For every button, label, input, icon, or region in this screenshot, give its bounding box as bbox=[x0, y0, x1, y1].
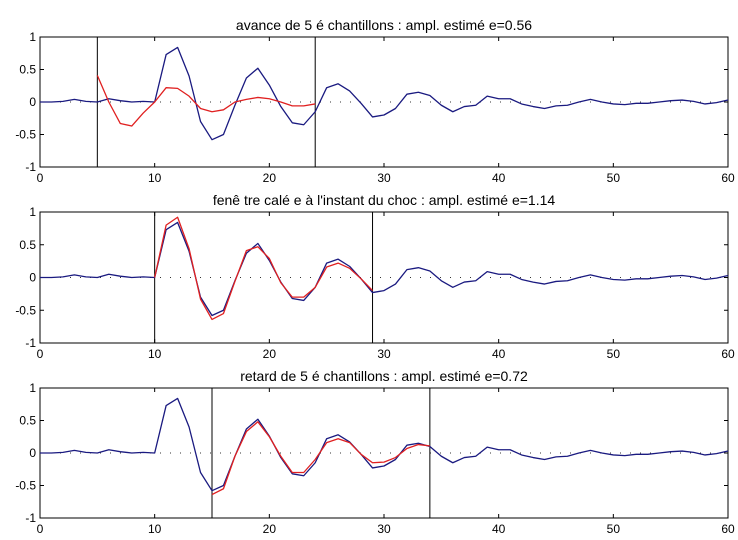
subplot-3: 0 10 20 30 40 50 60 -1 -0.5 0 0.5 1 retard de 5 é ch… bbox=[15, 368, 735, 536]
y-tick-label: 0.5 bbox=[19, 63, 36, 77]
x-tick-label: 20 bbox=[263, 522, 277, 536]
x-tick-label: 40 bbox=[492, 347, 506, 361]
estimate-line bbox=[211, 421, 430, 496]
subplot-title: fenê tre calé e à l'instant du choc : am… bbox=[213, 192, 556, 208]
x-tick-label: 40 bbox=[492, 522, 506, 536]
x-tick-label: 60 bbox=[721, 347, 735, 361]
estimate-line bbox=[96, 75, 316, 127]
y-tick-label: -1 bbox=[25, 336, 36, 350]
subplot-1: 0 10 20 30 40 50 60 -1 -0.5 0 0.5 1 avance de 5 é ch… bbox=[15, 17, 735, 185]
x-tick-label: 20 bbox=[263, 171, 277, 185]
x-tick-label: 50 bbox=[607, 171, 621, 185]
y-tick-label: -0.5 bbox=[15, 128, 36, 142]
y-tick-label: 1 bbox=[29, 381, 36, 395]
x-tick-label: 60 bbox=[721, 522, 735, 536]
x-tick-label: 20 bbox=[263, 347, 277, 361]
x-tick-label: 30 bbox=[377, 347, 391, 361]
subplot-title: avance de 5 é chantillons : ampl. estimé… bbox=[236, 17, 532, 33]
x-tick-label: 60 bbox=[721, 171, 735, 185]
x-tick-label: 0 bbox=[37, 522, 44, 536]
y-tick-label: 0 bbox=[29, 446, 36, 460]
signal-line bbox=[40, 397, 729, 492]
x-tick-label: 50 bbox=[607, 347, 621, 361]
y-tick-label: 1 bbox=[29, 205, 36, 219]
y-tick-label: -1 bbox=[25, 160, 36, 174]
x-tick-label: 40 bbox=[492, 171, 506, 185]
estimate-line bbox=[154, 216, 373, 321]
x-tick-label: 10 bbox=[148, 522, 162, 536]
subplot-title: retard de 5 é chantillons : ampl. estimé… bbox=[240, 368, 528, 384]
x-tick-label: 0 bbox=[37, 171, 44, 185]
y-tick-label: 1 bbox=[29, 30, 36, 44]
y-tick-label: 0 bbox=[29, 95, 36, 109]
x-tick-label: 0 bbox=[37, 347, 44, 361]
y-tick-label: 0.5 bbox=[19, 238, 36, 252]
x-tick-label: 30 bbox=[377, 171, 391, 185]
x-tick-label: 10 bbox=[148, 171, 162, 185]
x-tick-label: 30 bbox=[377, 522, 391, 536]
x-tick-label: 50 bbox=[607, 522, 621, 536]
y-tick-label: -0.5 bbox=[15, 479, 36, 493]
y-tick-label: 0.5 bbox=[19, 414, 36, 428]
y-tick-label: 0 bbox=[29, 271, 36, 285]
y-tick-label: -1 bbox=[25, 511, 36, 525]
x-tick-label: 10 bbox=[148, 347, 162, 361]
y-tick-label: -0.5 bbox=[15, 303, 36, 317]
subplot-2: 0 10 20 30 40 50 60 -1 -0.5 0 0.5 1 fenê tre calé e … bbox=[15, 192, 735, 361]
